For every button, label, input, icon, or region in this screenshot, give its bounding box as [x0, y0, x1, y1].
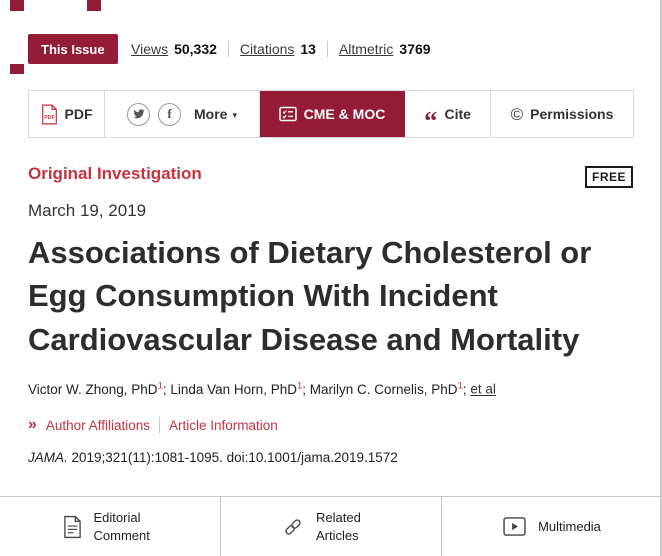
cite-button[interactable]: “ Cite [405, 91, 491, 137]
citations-link[interactable]: Citations [239, 41, 295, 57]
citations-metric: Citations 13 [240, 41, 316, 57]
citations-count: 13 [300, 41, 316, 57]
article-links: » Author Affiliations Article Informatio… [28, 417, 278, 433]
related-articles-link[interactable]: Related Articles [221, 497, 442, 556]
views-metric: Views 50,332 [131, 41, 217, 57]
twitter-icon [133, 109, 144, 119]
facebook-button[interactable]: f [158, 102, 181, 126]
decoration [10, 0, 24, 11]
article-information-link[interactable]: Article Information [168, 417, 278, 433]
copyright-icon: © [510, 104, 524, 124]
author-affiliations-link[interactable]: Author Affiliations [45, 417, 150, 433]
permissions-button[interactable]: © Permissions [491, 91, 633, 137]
play-video-icon [503, 517, 526, 536]
divider [227, 41, 229, 57]
divider [326, 41, 328, 57]
permissions-label: Permissions [530, 106, 614, 122]
link-icon [285, 518, 301, 535]
multimedia-label: Multimedia [538, 518, 601, 534]
author-list: Victor W. Zhong, PhD1; Linda Van Horn, P… [28, 380, 496, 397]
decoration [87, 0, 101, 11]
altmetric-metric: Altmetric 3769 [339, 41, 431, 57]
altmetric-count: 3769 [399, 41, 431, 57]
author: Marilyn C. Cornelis, PhD1; [309, 380, 471, 397]
citation-text: 2019;321(11):1081-1095. doi:10.1001/jama… [67, 450, 398, 465]
checklist-icon [278, 106, 297, 122]
svg-text:PDF: PDF [44, 115, 54, 121]
article-toolbar: PDF PDF f More ▾ [28, 90, 634, 138]
author: Linda Van Horn, PhD1; [170, 380, 310, 397]
views-count: 50,332 [174, 41, 217, 57]
article-title: Associations of Dietary Cholesterol or E… [28, 235, 592, 357]
pdf-button[interactable]: PDF PDF [29, 91, 105, 137]
views-link[interactable]: Views [131, 41, 169, 57]
et-al-link[interactable]: et al [470, 381, 496, 397]
journal-name: JAMA. [28, 450, 68, 465]
affiliation-sup[interactable]: 1 [296, 380, 303, 391]
this-issue-button[interactable]: This Issue [28, 34, 118, 64]
affiliation-sup[interactable]: 1 [457, 380, 463, 391]
pdf-label: PDF [64, 106, 93, 122]
document-icon [63, 515, 81, 538]
author: Victor W. Zhong, PhD1; [28, 380, 171, 397]
related-articles-label: Related Articles [316, 509, 361, 543]
publication-date: March 19, 2019 [28, 201, 147, 220]
altmetric-link[interactable]: Altmetric [338, 41, 394, 57]
facebook-icon: f [167, 106, 172, 121]
multimedia-link[interactable]: Multimedia [442, 497, 660, 556]
related-content-bar: Editorial Comment Related Articles Multi… [0, 496, 660, 556]
cme-moc-button[interactable]: CME & MOC [260, 91, 405, 137]
chevron-down-icon: ▾ [232, 109, 237, 120]
cite-label: Cite [444, 106, 471, 122]
article-category[interactable]: Original Investigation [28, 164, 202, 183]
affiliation-sup[interactable]: 1 [157, 380, 163, 391]
twitter-button[interactable] [127, 102, 150, 126]
citation-line: JAMA. 2019;321(11):1081-1095. doi:10.100… [28, 450, 398, 465]
double-chevron-icon: » [28, 416, 37, 433]
divider [158, 417, 160, 433]
editorial-comment-link[interactable]: Editorial Comment [0, 497, 221, 556]
more-label: More [194, 106, 228, 122]
cme-moc-label: CME & MOC [303, 106, 386, 122]
share-tools: f More ▾ [105, 91, 260, 137]
free-badge: FREE [584, 166, 633, 188]
decoration [10, 64, 24, 74]
more-dropdown[interactable]: More ▾ [194, 106, 237, 122]
editorial-comment-label: Editorial Comment [93, 509, 150, 543]
pdf-file-icon: PDF [41, 104, 57, 124]
metrics-bar: Views 50,332 Citations 13 Altmetric 3769 [131, 34, 431, 64]
